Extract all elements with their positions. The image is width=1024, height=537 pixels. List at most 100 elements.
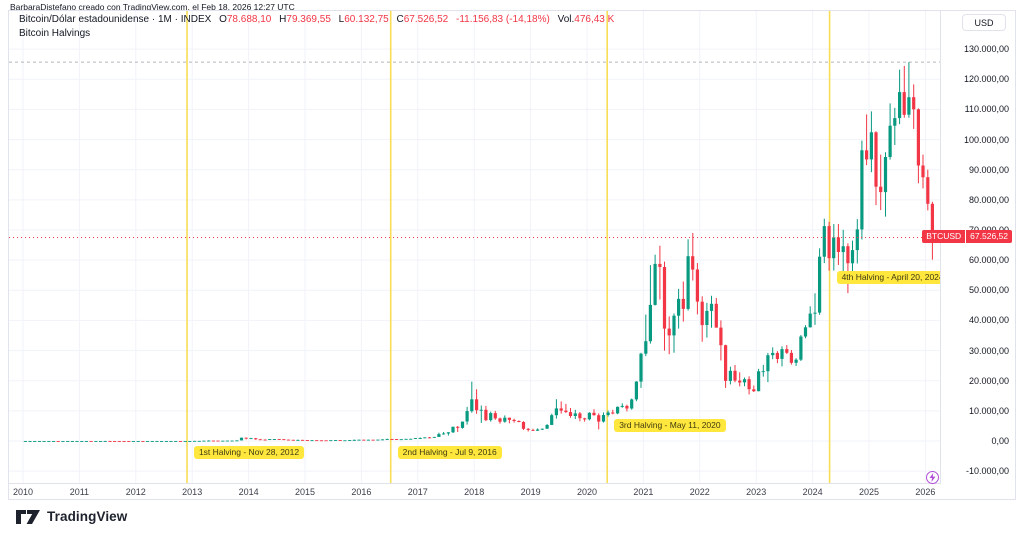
legend-row-symbol[interactable]: Bitcoin/Dólar estadounidense · 1M · INDE… <box>19 14 614 26</box>
open-label: O <box>219 14 227 25</box>
candle-body <box>865 150 869 160</box>
candle-body <box>550 415 554 425</box>
candle-body <box>536 429 540 431</box>
candle-body <box>808 313 812 328</box>
candle-body <box>803 327 808 337</box>
indicator-bitcoin-halvings[interactable]: Bitcoin Halvings <box>19 28 91 39</box>
candle-body <box>662 267 667 329</box>
time-axis[interactable]: 2010 2011 2012 2013 2014 2015 2016 2017 2018 2019… <box>9 483 1015 499</box>
candle-body <box>446 432 450 434</box>
candle-body <box>343 440 347 442</box>
candle-body <box>28 441 32 442</box>
candle-body <box>841 246 845 253</box>
price-axis-label: 110.000,00 <box>964 104 1009 115</box>
candle-body <box>672 315 676 336</box>
candle-body <box>775 352 779 359</box>
candle-body <box>362 439 366 441</box>
candle-body <box>94 441 98 442</box>
candle-body <box>644 341 648 354</box>
candle-body <box>846 246 850 264</box>
candle-body <box>898 92 902 119</box>
candle-body <box>498 418 502 422</box>
price-axis-label: 10.000,00 <box>968 405 1009 416</box>
candle-body <box>37 441 42 442</box>
badge-price: 67.526,52 <box>966 230 1012 244</box>
candle-body <box>761 371 765 373</box>
candle-body <box>822 226 826 257</box>
candle-body <box>141 441 145 442</box>
candle-body <box>484 409 488 421</box>
price-axis-label: 0,00 <box>991 436 1009 446</box>
flash-event-icon[interactable] <box>926 471 940 484</box>
year-label: 2026 <box>915 487 936 497</box>
halving-label[interactable]: 1st Halving - Nov 28, 2012 <box>193 446 305 459</box>
candle-body <box>681 298 685 309</box>
candle-body <box>531 429 535 431</box>
candle-body <box>564 410 568 413</box>
candle-body <box>108 441 112 442</box>
candle-body <box>366 439 370 441</box>
halving-label[interactable]: 3rd Halving - May 11, 2020 <box>614 419 726 432</box>
price-axis-label: 90.000,00 <box>968 164 1009 175</box>
tradingview-logo[interactable]: TradingView <box>16 509 127 524</box>
year-label: 2021 <box>633 487 654 497</box>
candle-body <box>620 405 624 407</box>
candle-body <box>686 256 690 309</box>
candle-body <box>169 441 173 442</box>
open-value: 78.688,10 <box>226 14 272 25</box>
candle-body <box>319 440 324 442</box>
candle-body <box>470 399 474 412</box>
candle-body <box>818 256 822 313</box>
candle-body <box>568 412 573 416</box>
candle-body <box>164 441 168 442</box>
candle-body <box>33 441 37 442</box>
year-label: 2012 <box>125 487 146 497</box>
halving-label[interactable]: 4th Halving - April 20, 2024 <box>836 271 949 284</box>
candle-body <box>611 412 615 414</box>
year-label: 2023 <box>746 487 767 497</box>
candle-body <box>869 132 873 160</box>
candle-body <box>545 425 549 429</box>
candle-body <box>404 438 408 440</box>
tradingview-wordmark: TradingView <box>47 509 128 524</box>
candle-body <box>211 440 215 442</box>
price-axis-label: 40.000,00 <box>968 315 1009 326</box>
candle-body <box>277 439 281 440</box>
year-label: 2020 <box>576 487 598 497</box>
candle-body <box>714 303 718 328</box>
candle-body <box>700 301 704 326</box>
candle-body <box>540 428 544 430</box>
candle-body <box>254 438 258 440</box>
halving-label[interactable]: 2nd Halving - Jul 9, 2016 <box>397 446 502 459</box>
candle-body <box>930 203 934 238</box>
candle-body <box>427 437 432 439</box>
candle-body <box>597 415 601 422</box>
candle-body <box>371 439 375 441</box>
candle-body <box>75 441 79 442</box>
candle-body <box>559 408 563 411</box>
candle-body <box>23 441 27 442</box>
candle-body <box>202 440 206 442</box>
candle-body <box>329 440 333 442</box>
currency-usd-button[interactable]: USD <box>962 14 1006 31</box>
candle-body <box>324 440 328 442</box>
candle-body <box>738 380 742 383</box>
price-axis-label: 30.000,00 <box>968 345 1009 356</box>
change-value: -11.156,83 (-14,18%) <box>456 14 550 25</box>
candle-body <box>456 426 460 428</box>
price-axis-label: 100.000,00 <box>963 134 1009 145</box>
candle-body <box>883 157 888 193</box>
price-axis[interactable]: USD 130.000,00 120.000,00 110.000,00 100.00… <box>922 11 1015 484</box>
candle-body <box>836 237 840 252</box>
candle-body <box>517 421 521 422</box>
symbol-title[interactable]: Bitcoin/Dólar estadounidense · 1M · INDE… <box>19 14 212 25</box>
candle-body <box>634 381 638 400</box>
candle-body <box>216 440 220 442</box>
candle-body <box>625 405 629 409</box>
candle-body <box>912 97 916 110</box>
candle-body <box>475 399 479 411</box>
candle-body <box>879 186 883 193</box>
candle-body <box>122 441 126 442</box>
candle-body <box>799 336 803 360</box>
year-label: 2011 <box>69 487 90 497</box>
